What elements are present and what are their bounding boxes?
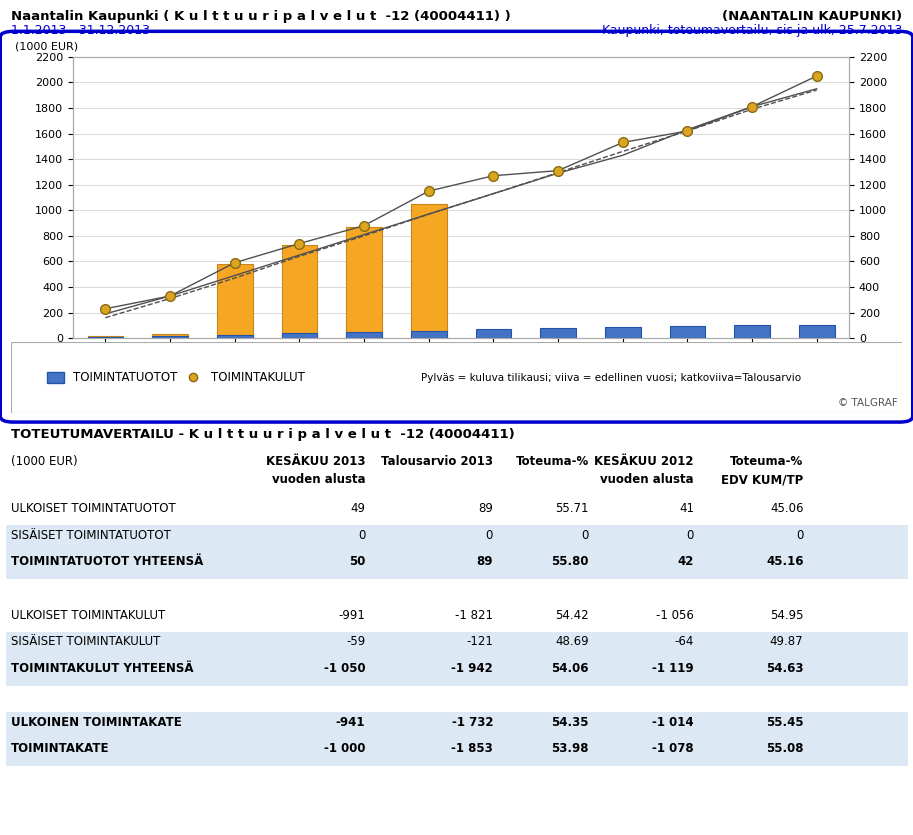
Text: 55.08: 55.08 [766, 742, 803, 756]
Text: 89: 89 [477, 555, 493, 569]
Bar [281, 333, 317, 338]
Text: KESÄKUU 2012: KESÄKUU 2012 [594, 455, 694, 468]
Text: 54.95: 54.95 [770, 609, 803, 622]
Text: 53.98: 53.98 [551, 742, 589, 756]
Text: 0: 0 [358, 529, 365, 542]
Text: KESÄKUU 2013: KESÄKUU 2013 [266, 455, 365, 468]
Text: Kaupunki, toteumavertailu, sis ja ulk, 25.7.2013: Kaupunki, toteumavertailu, sis ja ulk, 2… [602, 24, 902, 38]
Text: TOIMINTAKATE: TOIMINTAKATE [11, 742, 110, 756]
Bar [88, 337, 123, 338]
Text: 54.06: 54.06 [551, 662, 589, 676]
Text: 89: 89 [478, 502, 493, 515]
Text: -1 821: -1 821 [455, 609, 493, 622]
Bar [476, 329, 511, 338]
Text: -1 050: -1 050 [323, 662, 365, 676]
Text: 55.71: 55.71 [555, 502, 589, 515]
Text: vuoden alusta: vuoden alusta [271, 473, 365, 487]
Text: (1000 EUR): (1000 EUR) [15, 41, 78, 51]
Text: -1 942: -1 942 [451, 662, 493, 676]
Bar [152, 336, 188, 338]
Text: vuoden alusta: vuoden alusta [600, 473, 694, 487]
Text: 45.16: 45.16 [766, 555, 803, 569]
Text: EDV KUM/TP: EDV KUM/TP [721, 473, 803, 487]
Bar [217, 264, 253, 338]
Bar [411, 331, 446, 338]
Text: SISÄISET TOIMINTATUOTOT: SISÄISET TOIMINTATUOTOT [11, 529, 171, 542]
Text: SISÄISET TOIMINTAKULUT: SISÄISET TOIMINTAKULUT [11, 635, 161, 649]
Text: -941: -941 [336, 716, 365, 729]
Bar [152, 334, 188, 338]
Bar [346, 227, 382, 338]
Bar [411, 204, 446, 338]
Text: -1 056: -1 056 [656, 609, 694, 622]
Text: 0: 0 [687, 529, 694, 542]
Text: ULKOINEN TOIMINTAKATE: ULKOINEN TOIMINTAKATE [11, 716, 182, 729]
Text: 55.80: 55.80 [551, 555, 589, 569]
Text: ULKOISET TOIMINTATUOTOT: ULKOISET TOIMINTATUOTOT [11, 502, 175, 515]
Bar [346, 331, 382, 338]
Text: 1.1.2013 - 31.12.2013: 1.1.2013 - 31.12.2013 [11, 24, 150, 38]
Text: (NAANTALIN KAUPUNKI): (NAANTALIN KAUPUNKI) [722, 10, 902, 23]
Bar [88, 336, 123, 338]
Text: Naantalin Kaupunki ( K u l t t u u r i p a l v e l u t  -12 (40004411) ): Naantalin Kaupunki ( K u l t t u u r i p… [11, 10, 510, 23]
Text: 48.69: 48.69 [555, 635, 589, 649]
Bar [540, 328, 576, 338]
Text: -121: -121 [467, 635, 493, 649]
Text: -1 732: -1 732 [452, 716, 493, 729]
Text: TOIMINTAKULUT YHTEENSÄ: TOIMINTAKULUT YHTEENSÄ [11, 662, 194, 676]
Text: -1 014: -1 014 [652, 716, 694, 729]
Text: Toteuma-%: Toteuma-% [730, 455, 803, 468]
Text: TOIMINTATUOTOT YHTEENSÄ: TOIMINTATUOTOT YHTEENSÄ [11, 555, 204, 569]
Text: 49: 49 [351, 502, 365, 515]
Text: © TALGRAF: © TALGRAF [838, 397, 897, 407]
Text: 54.63: 54.63 [766, 662, 803, 676]
Text: -1 078: -1 078 [652, 742, 694, 756]
Bar [605, 326, 641, 338]
Text: 54.35: 54.35 [551, 716, 589, 729]
Text: 42: 42 [677, 555, 694, 569]
Text: 50: 50 [349, 555, 365, 569]
Bar [217, 335, 253, 338]
Bar [799, 325, 834, 338]
Text: 0: 0 [796, 529, 803, 542]
Legend: TOIMINTATUOTOT, TOIMINTAKULUT: TOIMINTATUOTOT, TOIMINTAKULUT [44, 367, 308, 388]
Text: -1 119: -1 119 [652, 662, 694, 676]
Text: -64: -64 [675, 635, 694, 649]
Text: -59: -59 [346, 635, 365, 649]
Text: 55.45: 55.45 [766, 716, 803, 729]
Text: 41: 41 [679, 502, 694, 515]
Text: Toteuma-%: Toteuma-% [516, 455, 589, 468]
Text: -1 853: -1 853 [451, 742, 493, 756]
Text: TOTEUTUMAVERTAILU - K u l t t u u r i p a l v e l u t  -12 (40004411): TOTEUTUMAVERTAILU - K u l t t u u r i p … [11, 428, 515, 441]
Bar [734, 326, 770, 338]
Text: -1 000: -1 000 [324, 742, 365, 756]
Text: (1000 EUR): (1000 EUR) [11, 455, 78, 468]
Text: 0: 0 [486, 529, 493, 542]
Text: Talousarvio 2013: Talousarvio 2013 [381, 455, 493, 468]
Bar [669, 326, 705, 338]
Text: ULKOISET TOIMINTAKULUT: ULKOISET TOIMINTAKULUT [11, 609, 165, 622]
Text: 45.06: 45.06 [770, 502, 803, 515]
Bar [281, 245, 317, 338]
Text: Pylväs = kuluva tilikausi; viiva = edellinen vuosi; katkoviiva=Talousarvio: Pylväs = kuluva tilikausi; viiva = edell… [421, 373, 801, 382]
Text: 0: 0 [582, 529, 589, 542]
Text: 49.87: 49.87 [770, 635, 803, 649]
Text: -991: -991 [339, 609, 365, 622]
Text: 54.42: 54.42 [555, 609, 589, 622]
